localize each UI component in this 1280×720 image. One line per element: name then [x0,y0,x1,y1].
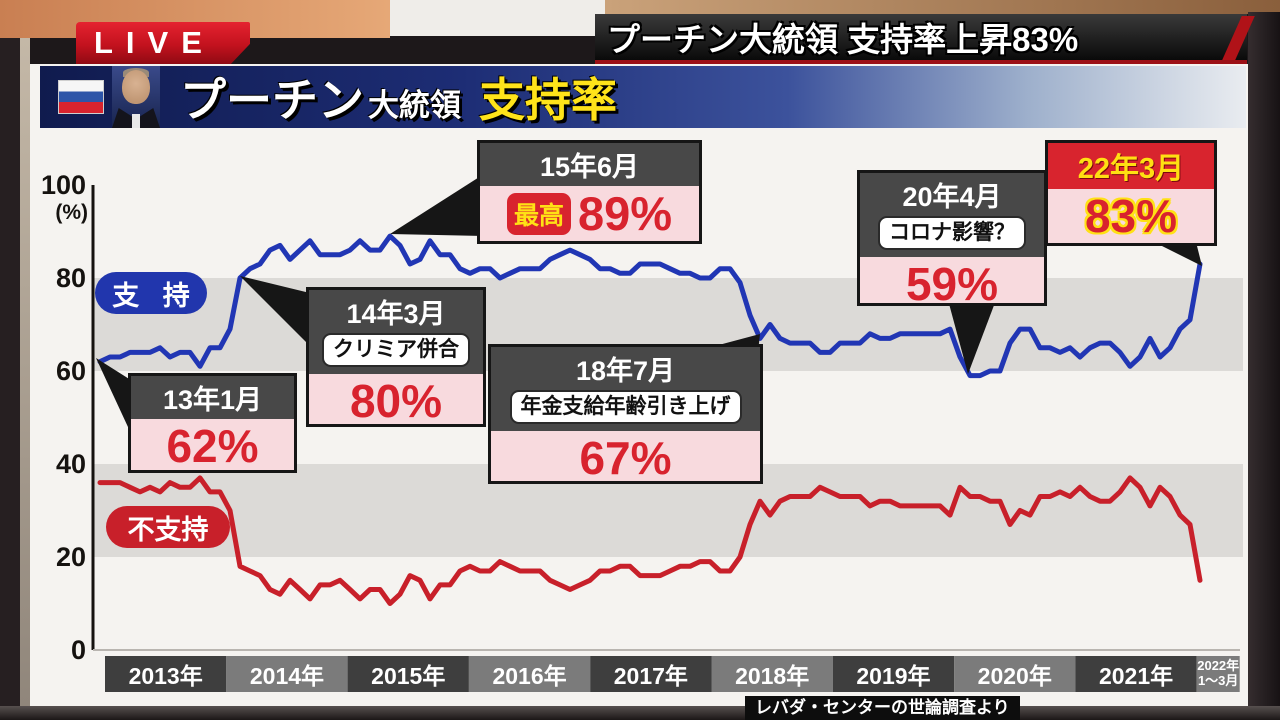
live-badge: LIVE [76,22,250,64]
studio-backdrop-center [390,0,605,36]
callout-date: 15年6月 [480,143,699,186]
source-credit: レバダ・センターの世論調査より [745,696,1020,720]
tv-bezel-left [0,38,30,720]
banner-title-main: プーチン [180,74,364,126]
headline-text: プーチン大統領 支持率上昇83% [607,21,1079,58]
callout-date: 13年1月 [131,376,294,419]
callout-value: 67% [579,432,672,484]
callout-2015-06: 15年6月 最高 89% [477,140,702,244]
callout-2018-07: 18年7月 年金支給年齢引き上げ 67% [488,344,763,484]
tv-bezel-bottom [0,706,1280,720]
callout-value: 62% [166,420,259,472]
callout-date: 22年3月 [1048,143,1214,189]
legend-approve: 支 持 [95,272,207,314]
tv-bezel-right [1248,12,1280,720]
callout-date: 20年4月 [902,182,1002,212]
banner-title: プーチン 大統領 支持率 [180,64,617,130]
banner-title-accent: 支持率 [479,74,617,126]
callout-2013-01: 13年1月 62% [128,373,297,473]
callout-2022-03: 22年3月 83% [1045,140,1217,246]
legend-disapprove: 不支持 [106,506,230,548]
callout-2014-03: 14年3月 クリミア併合 80% [306,287,486,427]
program-banner: プーチン 大統領 支持率 [40,66,1246,128]
studio-backdrop-right [605,0,1280,14]
callout-date: 14年3月 [346,299,446,329]
banner-title-sub: 大統領 [368,88,461,123]
max-badge: 最高 [506,192,571,235]
headline-bar: プーチン大統領 支持率上昇83% [595,14,1255,64]
russia-flag-icon [58,80,104,114]
callout-value: 83% [1084,190,1178,242]
putin-photo [112,66,160,128]
callout-note: 年金支給年齢引き上げ [509,390,742,424]
callout-note: クリミア併合 [322,333,470,367]
callout-value: 59% [905,258,999,310]
callout-value: 80% [349,375,443,427]
callout-value: 89% [577,187,673,240]
callout-2020-04: 20年4月 コロナ影響？ 59% [857,170,1047,310]
callout-note: コロナ影響？ [878,216,1026,250]
callout-date: 18年7月 [575,356,676,386]
